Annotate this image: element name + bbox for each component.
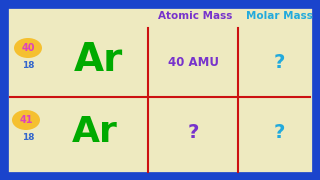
Text: 18: 18: [22, 60, 34, 69]
Text: ?: ?: [273, 53, 285, 71]
Text: ?: ?: [273, 123, 285, 143]
Text: 40: 40: [21, 43, 35, 53]
Text: Ar: Ar: [73, 41, 123, 79]
Text: 41: 41: [19, 115, 33, 125]
Text: ?: ?: [187, 123, 199, 143]
Ellipse shape: [14, 38, 42, 58]
Text: 40 AMU: 40 AMU: [167, 55, 219, 69]
Text: Molar Mass: Molar Mass: [245, 11, 312, 21]
Text: Atomic Mass: Atomic Mass: [158, 11, 232, 21]
Text: 18: 18: [22, 134, 34, 143]
Text: Ar: Ar: [72, 115, 118, 149]
Ellipse shape: [12, 110, 40, 130]
